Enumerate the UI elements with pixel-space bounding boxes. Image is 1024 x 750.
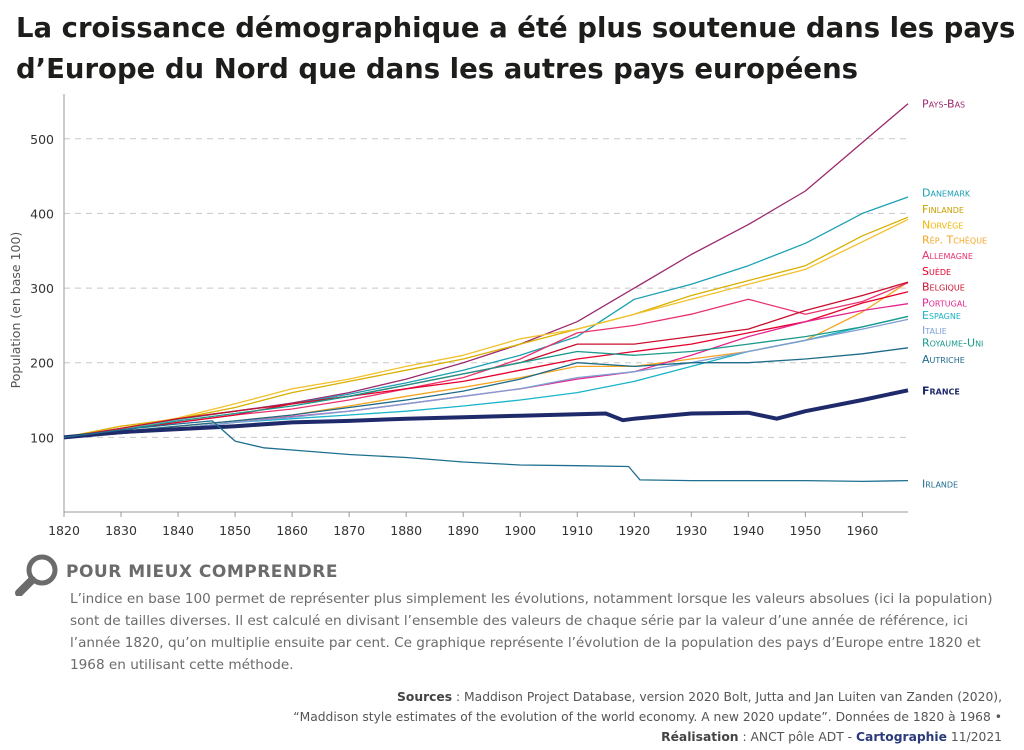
series-label: Portugal — [922, 296, 967, 309]
note-text: L’indice en base 100 permet de représent… — [70, 591, 993, 673]
x-tick-label: 1920 — [618, 523, 650, 538]
x-tick-label: 1860 — [276, 523, 308, 538]
series-line-suède — [63, 291, 909, 439]
series-label: Norvège — [922, 219, 963, 232]
series-line-belgique — [63, 281, 909, 439]
series-line-france — [63, 388, 909, 440]
series-label: Autriche — [922, 353, 965, 366]
series-lines — [63, 103, 909, 483]
x-tick-label: 1820 — [48, 523, 80, 538]
series-line-irlande — [63, 420, 909, 483]
series-line-norvège — [63, 218, 909, 439]
sources-label: Sources — [397, 690, 453, 704]
x-tick-label: 1880 — [390, 523, 422, 538]
series-line-pays-bas — [63, 103, 909, 439]
series-label: Belgique — [922, 281, 965, 294]
x-tick-label: 1830 — [105, 523, 137, 538]
credit-cartographie: Cartographie — [856, 730, 947, 744]
axes: 100 200 300 400 500 1820 1830 1840 1850 1860 1870 1… — [30, 94, 908, 538]
credit-text: : ANCT pôle ADT - — [738, 730, 856, 744]
credit-label: Réalisation — [661, 730, 739, 744]
series-label: Irlande — [922, 478, 958, 491]
series-label: Italie — [922, 324, 947, 337]
y-tick-label: 500 — [30, 132, 54, 147]
y-tick-label: 400 — [30, 206, 54, 221]
grid-lines — [64, 138, 908, 438]
series-labels: Pays-Bas Danemark Finlande Norvège Rép. Tchè… — [922, 98, 987, 491]
y-tick-label: 200 — [30, 356, 54, 371]
series-line-danemark — [63, 196, 909, 439]
x-tick-label: 1940 — [732, 523, 764, 538]
x-tick-label: 1930 — [675, 523, 707, 538]
y-tick-label: 100 — [30, 430, 54, 445]
sources-line1: : Maddison Project Database, version 202… — [452, 690, 1002, 704]
series-line-italie — [63, 318, 909, 439]
x-tick-label: 1910 — [561, 523, 593, 538]
x-tick-label: 1870 — [333, 523, 365, 538]
note-heading: POUR MIEUX COMPRENDRE — [66, 562, 338, 582]
line-chart: 100 200 300 400 500 1820 1830 1840 1850 1860 1870 1… — [8, 94, 987, 538]
x-tick-label: 1950 — [789, 523, 821, 538]
series-label: Danemark — [922, 187, 971, 200]
series-label: France — [922, 384, 960, 397]
sources-line2: “Maddison style estimates of the evoluti… — [293, 710, 1002, 724]
x-tick-label: 1900 — [504, 523, 536, 538]
series-line-finlande — [63, 216, 909, 439]
series-line-autriche — [63, 347, 909, 439]
x-tick-label: 1960 — [846, 523, 878, 538]
series-line-rép-tchèque — [63, 281, 909, 439]
magnifier-icon — [15, 554, 58, 596]
series-label: Pays-Bas — [922, 98, 965, 111]
series-label: Espagne — [922, 309, 961, 322]
y-tick-label: 300 — [30, 281, 54, 296]
x-tick-label: 1840 — [162, 523, 194, 538]
series-label: Finlande — [922, 203, 964, 216]
credit-date: 11/2021 — [947, 730, 1002, 744]
series-line-royaume-uni — [63, 315, 909, 439]
series-label: Suède — [922, 265, 951, 278]
sources-block: Sources : Maddison Project Database, ver… — [102, 687, 1002, 747]
series-label: Allemagne — [922, 249, 973, 262]
series-label: Royaume-Uni — [922, 337, 983, 350]
chart-title: La croissance démographique a été plus s… — [16, 12, 1016, 85]
series-label: Rép. Tchèque — [922, 234, 987, 247]
y-axis-label: Population (en base 100) — [8, 232, 23, 389]
x-tick-label: 1890 — [447, 523, 479, 538]
x-tick-label: 1850 — [219, 523, 251, 538]
